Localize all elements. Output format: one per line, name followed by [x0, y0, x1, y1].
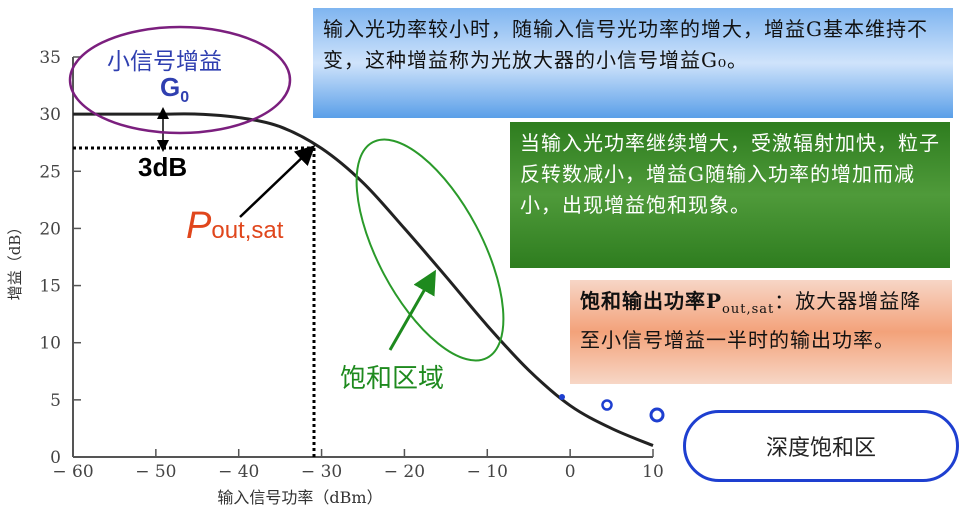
x-axis-label: 输入信号功率（dBm） [217, 488, 382, 507]
ticks: − 60 − 50 − 40 − 30 − 20 − 10 0 10 0 5 10 15 20 25 30 3… [39, 48, 663, 482]
x-tick-label: − 10 [467, 462, 508, 482]
pout-sat-label: Pout,sat [186, 205, 284, 247]
x-tick-label: − 20 [384, 462, 425, 482]
x-tick-label: − 60 [52, 462, 93, 482]
saturation-note: 当输入光功率继续增大，受激辐射加快，粒子反转数减小，增益G随输入功率的增加而减小… [510, 122, 950, 268]
y-tick-label: 10 [39, 334, 61, 354]
3db-label: 3dB [138, 152, 188, 182]
saturation-ellipse [355, 138, 505, 362]
y-tick-label: 35 [39, 48, 61, 68]
y-tick-label: 5 [50, 391, 61, 411]
g0-label: G0 [160, 72, 190, 107]
bubble-small [559, 394, 565, 400]
x-tick-label: − 50 [135, 462, 176, 482]
bubble-large [649, 407, 665, 423]
x-tick-label: 0 [565, 462, 576, 482]
y-tick-label: 0 [50, 448, 61, 468]
deep-saturation-cloud: 深度饱和区 [683, 410, 959, 482]
y-tick-label: 20 [39, 219, 61, 239]
x-tick-label: − 30 [301, 462, 342, 482]
small-signal-note: 输入光功率较小时，随输入信号光功率的增大，增益G基本维持不变，这种增益称为光放大… [313, 8, 953, 118]
x-tick-label: − 40 [218, 462, 259, 482]
pout-arrow [239, 145, 316, 218]
y-tick-label: 30 [39, 105, 61, 125]
y-tick-label: 15 [39, 277, 61, 297]
axes [72, 57, 653, 458]
y-axis-label: 增益（dB） [6, 220, 24, 301]
small-signal-title: 小信号增益 [107, 49, 222, 75]
y-tick-label: 25 [39, 162, 61, 182]
pout-sat-note: 饱和输出功率Pout,sat：放大器增益降至小信号增益一半时的输出功率。 [570, 280, 952, 384]
saturation-arrow [388, 269, 436, 351]
x-tick-label: 10 [642, 462, 664, 482]
bubble-mid [601, 399, 613, 411]
small-signal-ellipse [68, 25, 292, 135]
saturation-region-label: 饱和区域 [340, 364, 445, 394]
gain-curve [73, 112, 654, 447]
